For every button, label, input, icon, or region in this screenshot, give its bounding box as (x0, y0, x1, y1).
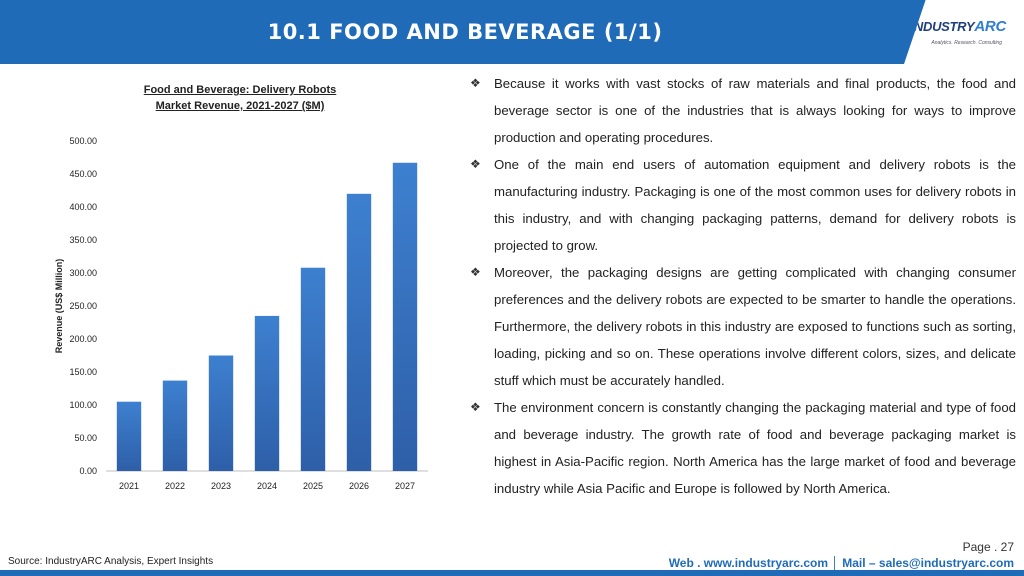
y-tick-label: 400.00 (69, 202, 97, 212)
bar-chart: 0.00 50.00 100.00 150.00 200.00 250.00 300.00 3… (54, 136, 428, 491)
logo-brand-main: INDUSTRY (910, 19, 975, 34)
footer-bar (0, 570, 1024, 576)
x-tick-label: 2021 (119, 481, 139, 491)
y-tick-label: 200.00 (69, 334, 97, 344)
bullet-item: ❖ The environment concern is constantly c… (470, 394, 1016, 502)
chart-title: Food and Beverage: Delivery Robots Marke… (120, 82, 360, 114)
industryarc-logo: INDUSTRYARC (910, 18, 1007, 35)
bar-2022 (162, 380, 188, 471)
page-title: 10.1 FOOD AND BEVERAGE (1/1) (267, 20, 663, 44)
bullet-item: ❖ Because it works with vast stocks of ra… (470, 70, 1016, 151)
footer-contact[interactable]: Web . www.industryarc.com │ Mail – sales… (668, 556, 1014, 570)
bullet-text: The environment concern is constantly ch… (494, 400, 1016, 496)
bullet-text: Because it works with vast stocks of raw… (494, 76, 1016, 145)
x-tick-label: 2023 (211, 481, 231, 491)
bar-2026 (346, 193, 372, 472)
y-axis-label: Revenue (US$ Million) (54, 259, 64, 354)
bullet-item: ❖ One of the main end users of automation… (470, 151, 1016, 259)
chart-title-line1: Food and Beverage: Delivery Robots (143, 84, 337, 96)
y-tick-label: 0.00 (79, 466, 97, 476)
diamond-cluster-icon: ❖ (470, 265, 481, 279)
x-tick-label: 2027 (395, 481, 415, 491)
y-tick-label: 500.00 (69, 136, 97, 146)
y-tick-label: 100.00 (69, 400, 97, 410)
bar-2025 (300, 267, 326, 471)
bar-2027 (392, 162, 418, 471)
chart-title-line2: Market Revenue, 2021-2027 ($M) (155, 100, 325, 112)
y-tick-label: 150.00 (69, 367, 97, 377)
source-note: Source: IndustryARC Analysis, Expert Ins… (8, 556, 214, 567)
bullet-text: Moreover, the packaging designs are gett… (494, 265, 1016, 388)
y-tick-label: 250.00 (69, 301, 97, 311)
logo-brand-accent: ARC (974, 18, 1006, 35)
x-tick-label: 2025 (303, 481, 323, 491)
bar-2024 (254, 315, 280, 471)
bar-2023 (208, 355, 234, 471)
y-tick-label: 300.00 (69, 268, 97, 278)
y-tick-label: 450.00 (69, 169, 97, 179)
bar-2021 (116, 401, 142, 471)
y-tick-label: 50.00 (74, 433, 97, 443)
diamond-cluster-icon: ❖ (470, 400, 481, 414)
y-tick-label: 350.00 (69, 235, 97, 245)
logo-tagline: Analytics. Research. Consulting (931, 40, 1002, 46)
diamond-cluster-icon: ❖ (470, 157, 481, 171)
diamond-cluster-icon: ❖ (470, 76, 481, 90)
page-number: Page . 27 (962, 540, 1014, 554)
bullet-item: ❖ Moreover, the packaging designs are get… (470, 259, 1016, 394)
x-tick-label: 2024 (257, 481, 277, 491)
bullet-text: One of the main end users of automation … (494, 157, 1016, 253)
x-tick-label: 2022 (165, 481, 185, 491)
logo-panel: INDUSTRYARC Analytics. Research. Consult… (904, 0, 1024, 64)
x-tick-label: 2026 (349, 481, 369, 491)
header-bar: 10.1 FOOD AND BEVERAGE (1/1) INDUSTRYARC… (0, 0, 1024, 64)
bullet-list: ❖ Because it works with vast stocks of ra… (470, 70, 1016, 502)
